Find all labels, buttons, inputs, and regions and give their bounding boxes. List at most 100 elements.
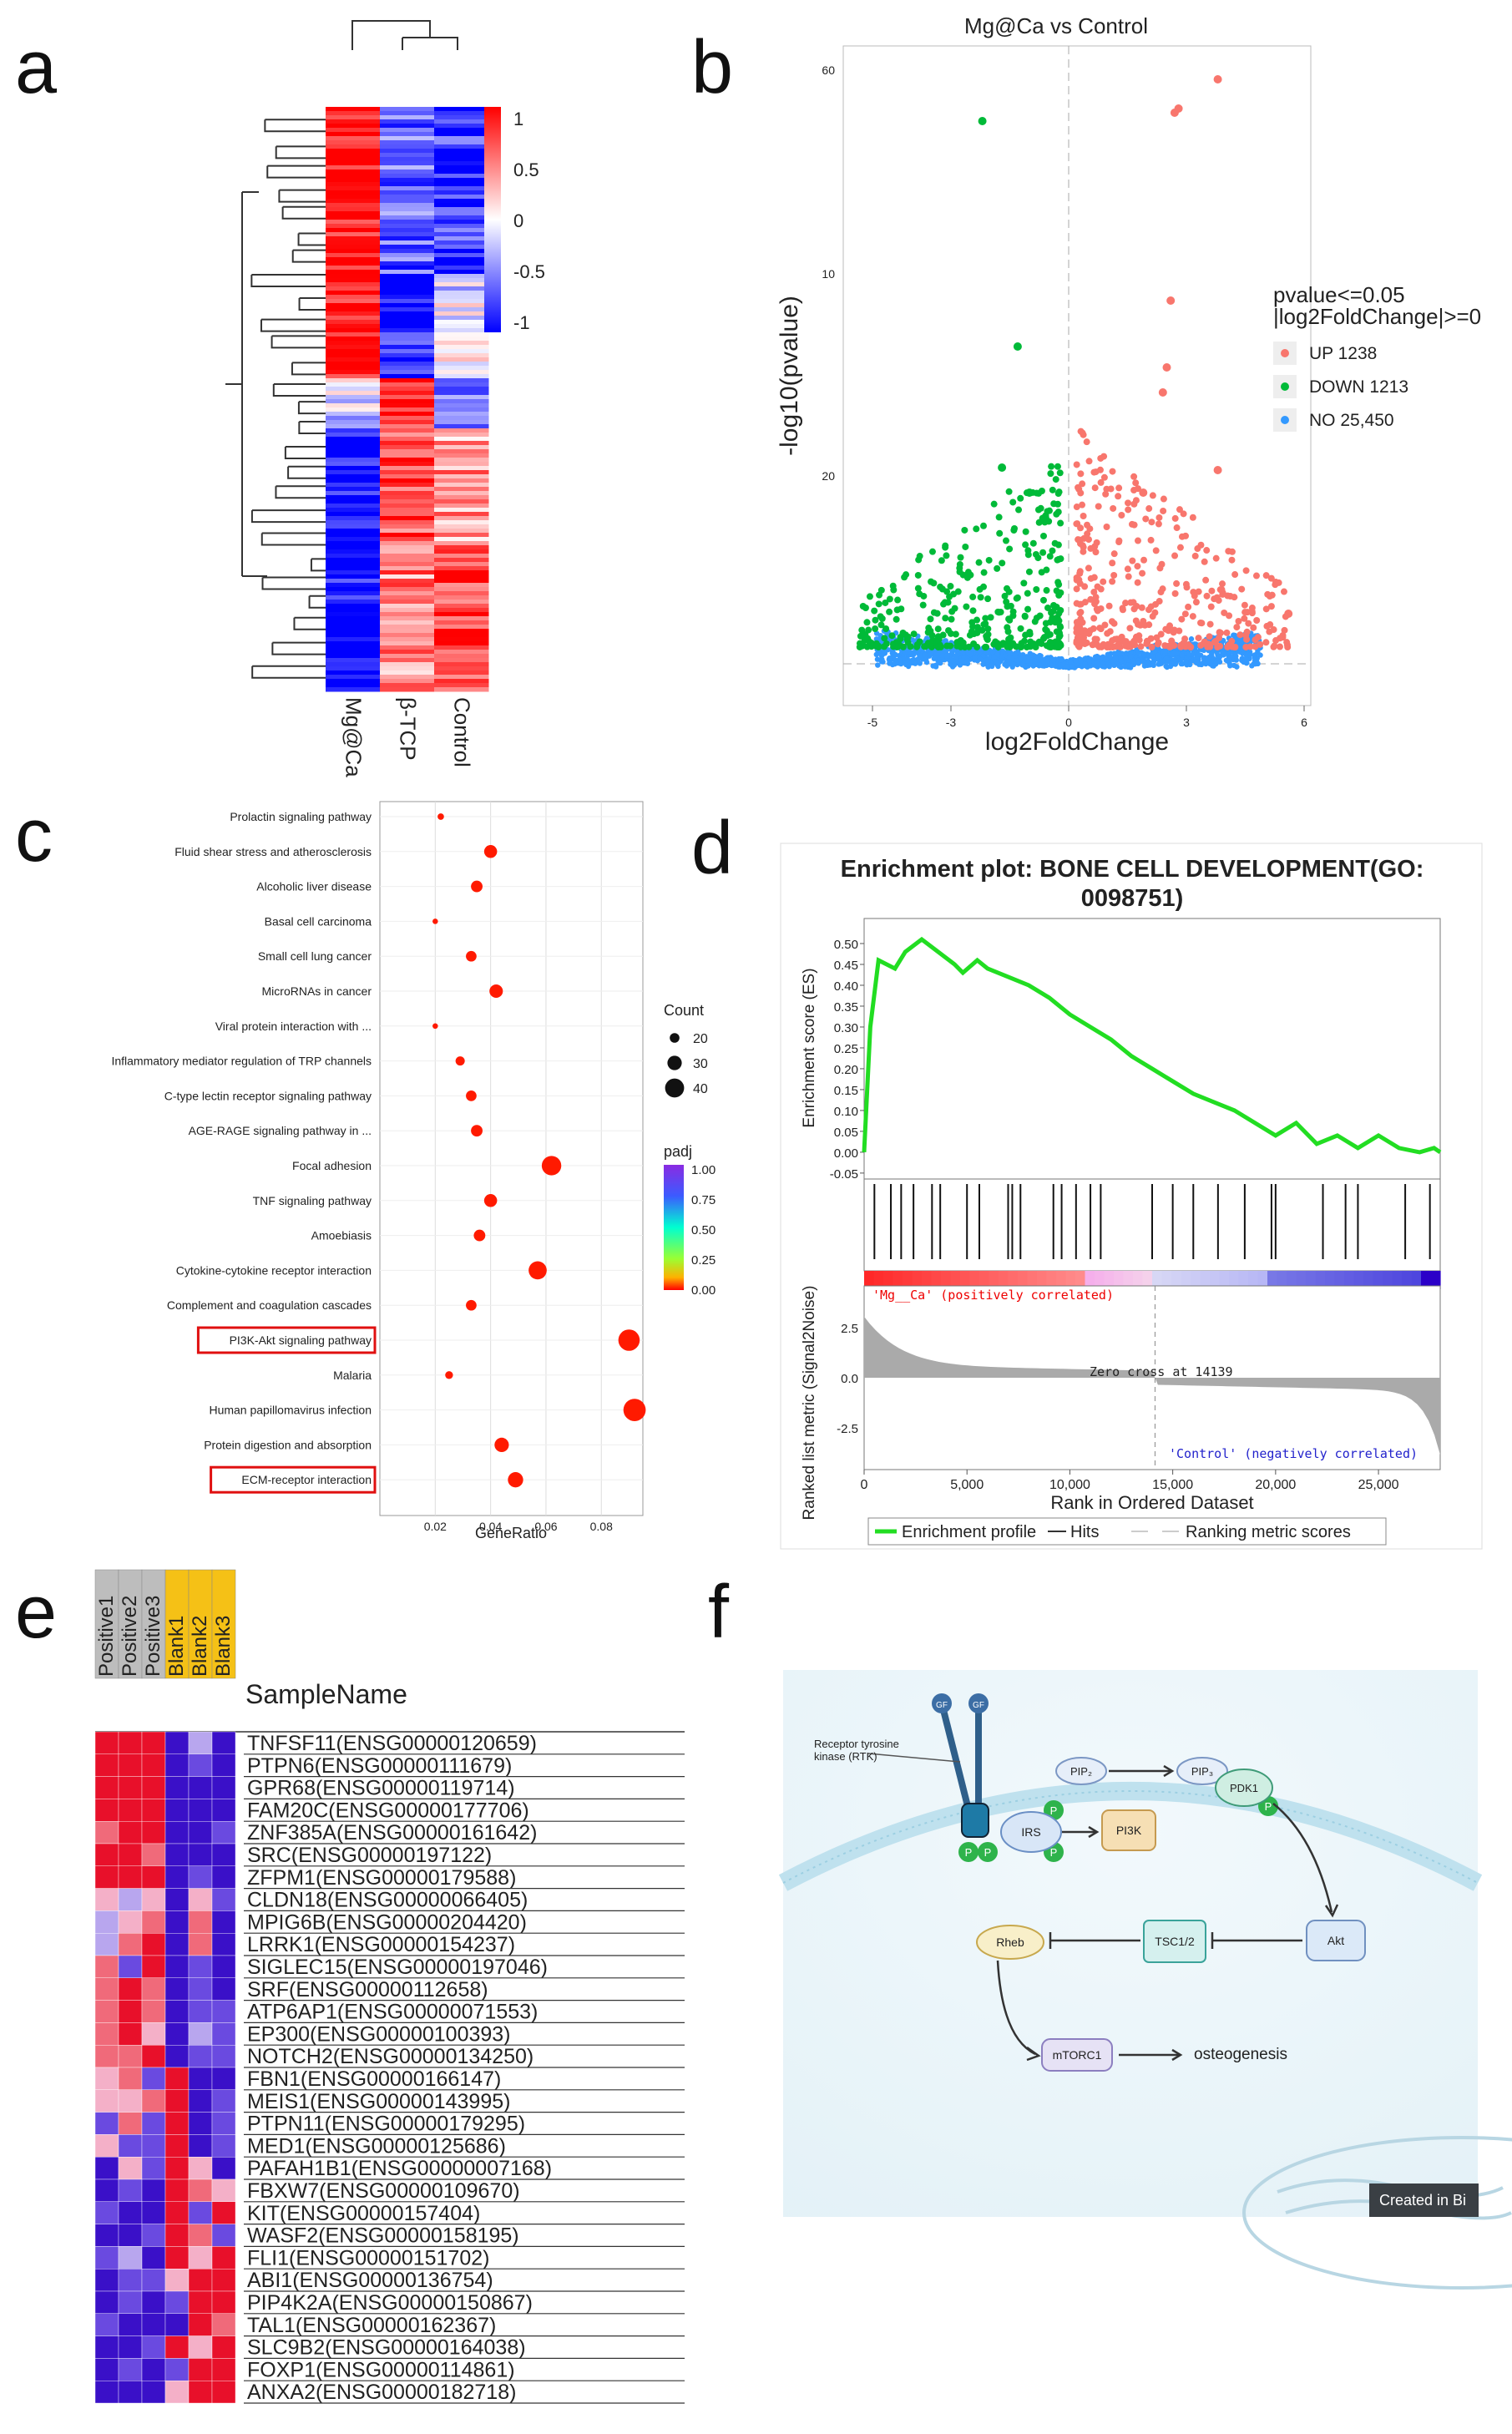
point-up [1166, 296, 1176, 305]
heatmap-cell [434, 132, 489, 137]
gene-cell [164, 2380, 190, 2404]
gene-cell [94, 1865, 119, 1889]
heatmap-cell [434, 424, 489, 429]
heatmap-cell [434, 549, 489, 554]
point-up [1115, 493, 1122, 500]
heatmap-cell [434, 124, 489, 129]
point-up [1231, 571, 1239, 579]
volcano-legend-title-1: pvalue<=0.05 [1273, 282, 1405, 307]
point-up [1155, 598, 1163, 605]
heatmap-cell [326, 679, 381, 684]
gene-cell [211, 2380, 236, 2404]
rank-segment [912, 1271, 923, 1289]
pathway-label: Basal cell carcinoma [265, 914, 372, 928]
gene-cell [188, 1977, 213, 2001]
point-up [1158, 388, 1167, 397]
pathway-label: Prolactin signaling pathway [230, 810, 372, 823]
gene-cell [118, 1977, 143, 2001]
point-up [1182, 532, 1190, 539]
gene-label: PIP4K2A(ENSG00000150867) [247, 2291, 533, 2315]
heatmap-cell [326, 654, 381, 659]
rank-segment [1430, 1271, 1441, 1289]
point-up [1178, 615, 1186, 623]
heatmap-cell [434, 228, 489, 233]
gene-label: MED1(ENSG00000125686) [247, 2134, 506, 2158]
point-up [1119, 606, 1126, 614]
heatmap-cell [434, 186, 489, 191]
gsea-xtick-label: 0 [861, 1478, 868, 1492]
point-no [993, 659, 999, 665]
point-up [1147, 536, 1155, 544]
heatmap-cell [326, 382, 381, 387]
point-down [1001, 592, 1009, 600]
es-ylabel: Enrichment score (ES) [801, 968, 818, 1127]
heatmap-cell [380, 478, 435, 483]
gene-cell [118, 1865, 143, 1889]
mtorc1-node [1041, 2038, 1113, 2072]
gene-cell [164, 1955, 190, 1978]
gene-cell [141, 2380, 166, 2404]
column-header-bg [118, 1569, 143, 1679]
point-no [932, 650, 938, 656]
padj-legend-label: 1.00 [691, 1163, 716, 1177]
heatmap-cell [380, 240, 435, 245]
panel-e-heatmap: Positive1 Positive2 Positive3 Blank1 Blank2 B… [94, 1569, 685, 2404]
heatmap-cell [434, 449, 489, 454]
point-up [1201, 558, 1208, 565]
gene-cell [164, 2089, 190, 2113]
heatmap-cell [434, 199, 489, 204]
heatmap-cell [434, 612, 489, 617]
point-up [1130, 521, 1138, 529]
heatmap-cell [326, 675, 381, 680]
column-header-label: Blank2 [189, 1616, 211, 1677]
gene-cell [118, 1888, 143, 1911]
point-up [1171, 514, 1179, 522]
point-no [1118, 657, 1124, 663]
point-no [1006, 654, 1012, 660]
gene-cell [188, 2268, 213, 2292]
point-up [1275, 579, 1282, 586]
gene-cell [188, 1865, 213, 1889]
point-no [1059, 657, 1064, 663]
point-down [947, 583, 954, 590]
point-up [1085, 458, 1093, 465]
zero-cross-label: Zero cross at 14139 [1090, 1364, 1233, 1379]
point-up [1134, 537, 1141, 544]
point-no [1064, 664, 1070, 670]
gsea-xtick-label: 15,000 [1152, 1478, 1193, 1492]
point-no [1111, 662, 1117, 669]
volcano-ytick-label: 10 [822, 267, 835, 281]
point-down [1039, 596, 1047, 604]
heatmap-cell [434, 416, 489, 421]
heatmap-cell [326, 612, 381, 617]
heatmap-cell [380, 220, 435, 225]
point-down [1029, 539, 1037, 547]
point-up [1076, 610, 1084, 617]
pathway-dot [466, 1299, 477, 1311]
point-down [933, 610, 941, 617]
panel-label-e: e [15, 1571, 58, 1654]
gene-cell [141, 2044, 166, 2068]
heatmap-cell [380, 253, 435, 258]
es-ytick-label: 0.35 [834, 1000, 858, 1015]
heatmap-cell [380, 115, 435, 120]
point-no [903, 660, 909, 666]
positive-label: 'Mg__Ca' (positively correlated) [872, 1288, 1114, 1303]
heatmap-cell [434, 362, 489, 367]
heatmap-cell [380, 458, 435, 463]
heatmap-cell [326, 236, 381, 241]
point-up [1245, 620, 1252, 627]
volcano-xtick-label: 6 [1301, 716, 1307, 729]
gene-cell [118, 2112, 143, 2135]
point-up [1139, 488, 1148, 497]
gsea-legend-box [867, 1517, 1387, 1546]
heatmap-cell [326, 266, 381, 271]
gene-cell [211, 2134, 236, 2158]
panel-f-pathway-diagram: GF GF Receptor tyrosine kinase (RTK) P P… [778, 1670, 1512, 2290]
point-down [1049, 547, 1056, 554]
point-down [947, 642, 954, 650]
point-up [1073, 461, 1080, 468]
heatmap-cell [326, 295, 381, 300]
point-no [977, 649, 983, 655]
gsea-title-line1: Enrichment plot: BONE CELL DEVELOPMENT(G… [841, 856, 1424, 883]
